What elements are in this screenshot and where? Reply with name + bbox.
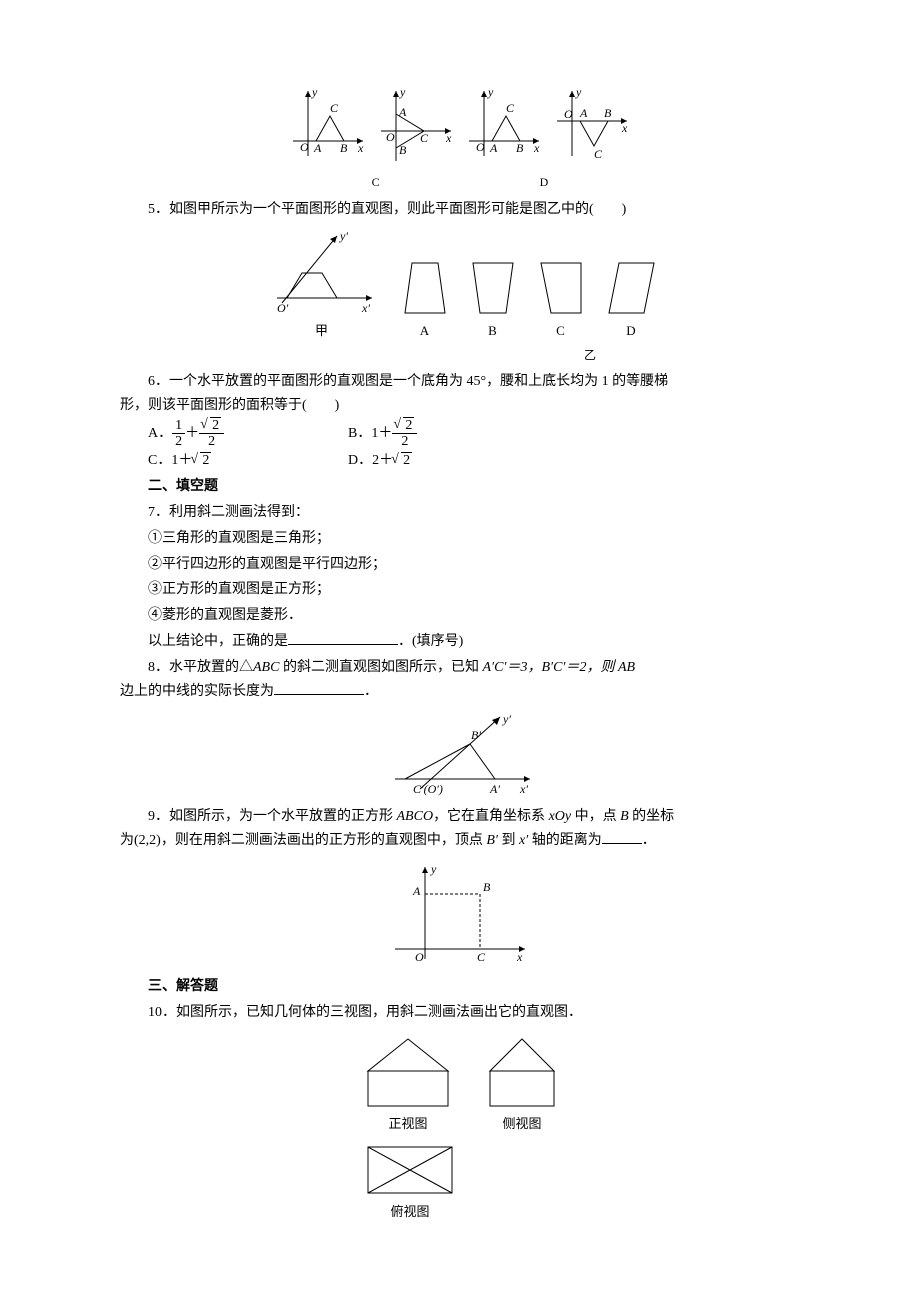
svg-text:y′: y′: [502, 712, 511, 726]
svg-text:C: C: [506, 101, 515, 115]
q10-figrow1: 正视图 侧视图: [120, 1031, 800, 1135]
q10-front-label: 正视图: [358, 1113, 458, 1135]
svg-text:A: A: [489, 141, 498, 155]
q5-optC-shape: [536, 258, 586, 318]
svg-text:A: A: [313, 141, 322, 155]
q5-optD-label: D: [604, 320, 659, 342]
svg-text:O: O: [415, 950, 424, 964]
svg-text:C: C: [420, 131, 429, 145]
q5-figure-row: O′ x′ y′ 甲 A B C D: [120, 228, 800, 342]
q6-optD: D．2＋2: [348, 449, 548, 473]
svg-text:y: y: [487, 86, 494, 99]
q4-label-D: D: [540, 172, 549, 192]
q9-line2: 为(2,2)，则在用斜二测画法画出的正方形的直观图中，顶点 B′ 到 x′ 轴的…: [120, 829, 800, 853]
q10-front-view: [358, 1031, 458, 1111]
svg-text:O: O: [564, 107, 573, 121]
q8-figure: C′(O′) A′ x′ B′ y′: [120, 709, 800, 799]
svg-text:B′: B′: [471, 728, 481, 742]
q9-figure: O A B C x y: [120, 859, 800, 969]
q8-line1: 8．水平放置的△ABC 的斜二测直观图如图所示，已知 A′C′＝3，B′C′＝2…: [120, 656, 800, 680]
q4-diagram-4: O A B C x y: [552, 86, 632, 166]
svg-text:A′: A′: [489, 782, 500, 796]
svg-text:B: B: [604, 106, 612, 120]
q5-caption-jia: 甲: [262, 320, 382, 342]
svg-text:x′: x′: [519, 782, 528, 796]
svg-text:O: O: [300, 140, 309, 154]
svg-text:O: O: [476, 140, 485, 154]
svg-text:x: x: [621, 121, 628, 135]
q4-label-C: C: [372, 172, 380, 192]
q9-line1: 9．如图所示，为一个水平放置的正方形 ABCO，它在直角坐标系 xOy 中，点 …: [120, 805, 800, 829]
q6-line2: 形，则该平面图形的面积等于( ): [120, 394, 800, 418]
svg-text:B: B: [340, 141, 348, 155]
q7-l0: 7．利用斜二测画法得到：: [120, 501, 800, 525]
svg-text:B: B: [483, 880, 491, 894]
svg-text:y: y: [430, 862, 437, 876]
q7-l1: ①三角形的直观图是三角形；: [120, 527, 800, 551]
q7-l2: ②平行四边形的直观图是平行四边形；: [120, 553, 800, 577]
q5-optA-shape: [400, 258, 450, 318]
q8-blank[interactable]: [274, 680, 364, 695]
section-2-title: 二、填空题: [120, 475, 800, 499]
q10-side-label: 侧视图: [482, 1113, 562, 1135]
q10-text: 10．如图所示，已知几何体的三视图，用斜二测画法画出它的直观图．: [120, 1001, 800, 1025]
svg-text:C: C: [594, 147, 603, 161]
q6-optB: B．1＋22: [348, 418, 548, 450]
q5-text: 5．如图甲所示为一个平面图形的直观图，则此平面图形可能是图乙中的( ): [120, 198, 800, 222]
q5-optA-label: A: [400, 320, 450, 342]
svg-text:A: A: [412, 884, 421, 898]
svg-text:A: A: [398, 105, 407, 119]
q5-optD-shape: [604, 258, 659, 318]
svg-text:x: x: [533, 141, 540, 155]
svg-text:x: x: [516, 950, 523, 964]
svg-text:C: C: [330, 101, 339, 115]
svg-text:O: O: [386, 130, 395, 144]
q5-optB-label: B: [468, 320, 518, 342]
svg-text:y: y: [399, 86, 406, 99]
q4-diagram-2: O A B C x y: [376, 86, 456, 166]
q10-side-view: [482, 1031, 562, 1111]
q10-top-view: [360, 1141, 460, 1199]
q4-figure-row: O A B C x y O A B C x y O A B C x y O A …: [120, 86, 800, 166]
q6-options: A．12＋22 C．1＋2 B．1＋22 D．2＋2: [148, 418, 800, 474]
svg-text:y: y: [575, 86, 582, 99]
svg-text:y: y: [311, 86, 318, 99]
svg-text:B: B: [399, 143, 407, 157]
section-3-title: 三、解答题: [120, 975, 800, 999]
svg-text:B: B: [516, 141, 524, 155]
q7-l5: 以上结论中，正确的是．(填序号): [120, 630, 800, 654]
svg-text:y′: y′: [339, 229, 348, 243]
q5-caption-yi: 乙: [584, 348, 596, 362]
q4-diagram-1: O A B C x y: [288, 86, 368, 166]
q7-l4: ④菱形的直观图是菱形．: [120, 604, 800, 628]
svg-text:x: x: [357, 141, 364, 155]
q4-diagram-3: O A B C x y: [464, 86, 544, 166]
svg-text:A: A: [579, 106, 588, 120]
svg-text:C: C: [477, 950, 486, 964]
svg-text:x: x: [445, 131, 452, 145]
svg-text:C′(O′): C′(O′): [413, 782, 443, 796]
q4-option-labels: C D: [120, 172, 800, 192]
q7-blank[interactable]: [288, 630, 398, 645]
q5-diagram-jia: O′ x′ y′: [262, 228, 382, 318]
q10-top-label: 俯视图: [360, 1201, 460, 1223]
svg-text:x′: x′: [361, 301, 370, 315]
q8-line2: 边上的中线的实际长度为．: [120, 680, 800, 704]
svg-text:O′: O′: [277, 301, 289, 315]
q7-l3: ③正方形的直观图是正方形；: [120, 578, 800, 602]
q5-optB-shape: [468, 258, 518, 318]
q6-optC: C．1＋2: [148, 449, 348, 473]
q5-optC-label: C: [536, 320, 586, 342]
q6-line1: 6．一个水平放置的平面图形的直观图是一个底角为 45°，腰和上底长均为 1 的等…: [120, 370, 800, 394]
q9-blank[interactable]: [602, 829, 642, 844]
q10-figrow2: 俯视图: [20, 1141, 800, 1223]
q6-optA: A．12＋22: [148, 418, 348, 450]
